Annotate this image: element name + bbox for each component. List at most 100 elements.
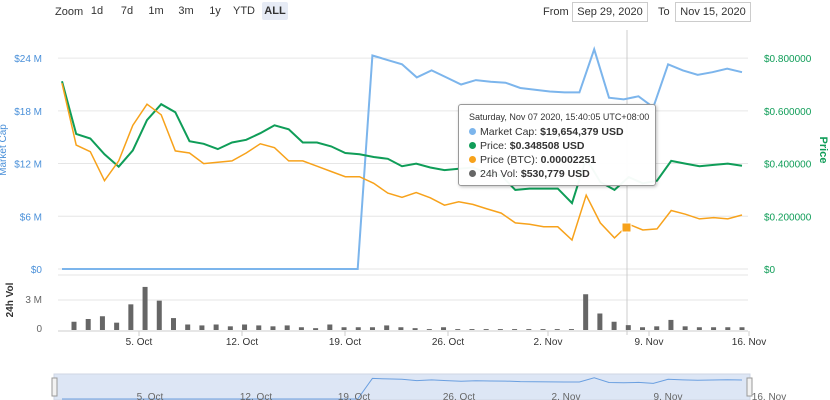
tooltip-row-value: 0.00002251 bbox=[540, 154, 597, 166]
volume-bar bbox=[483, 329, 489, 330]
volume-bar bbox=[526, 329, 532, 330]
from-label: From bbox=[543, 6, 569, 18]
from-date-input[interactable]: Sep 29, 2020 bbox=[572, 2, 648, 22]
x-tick-label: 26. Oct bbox=[432, 337, 464, 348]
zoom-button-1y[interactable]: 1y bbox=[209, 5, 221, 17]
volume-bar bbox=[725, 327, 731, 330]
volume-bar bbox=[554, 329, 560, 330]
y-left-axis-title: Market Cap bbox=[0, 124, 9, 176]
tooltip-row-value: $530,779 USD bbox=[520, 168, 590, 180]
zoom-button-1m[interactable]: 1m bbox=[148, 5, 164, 17]
tooltip-row-label: 24h Vol: bbox=[480, 168, 521, 180]
volume-bar bbox=[185, 324, 191, 330]
tooltip-row: Market Cap: $19,654,379 USD bbox=[469, 126, 624, 138]
navigator-tick-label: 9. Nov bbox=[654, 392, 683, 400]
tooltip-row: Price: $0.348508 USD bbox=[469, 140, 585, 152]
y-left-tick-label: $24 M bbox=[14, 54, 42, 65]
volume-bar bbox=[497, 329, 503, 330]
volume-bar bbox=[611, 321, 617, 330]
volume-tick-label: 3 M bbox=[25, 295, 42, 306]
volume-axis-title: 24h Vol bbox=[5, 282, 16, 317]
zoom-button-ytd[interactable]: YTD bbox=[233, 5, 255, 17]
volume-bar bbox=[313, 328, 319, 330]
volume-bar bbox=[128, 304, 134, 330]
volume-bar bbox=[227, 326, 233, 330]
y-right-tick-label: $0.800000 bbox=[764, 54, 812, 65]
tooltip-row-label: Price (BTC): bbox=[480, 154, 541, 166]
volume-bar bbox=[99, 316, 105, 330]
volume-bar bbox=[625, 325, 631, 330]
x-tick-label: 5. Oct bbox=[126, 337, 153, 348]
tooltip-header: Saturday, Nov 07 2020, 15:40:05 UTC+08:0… bbox=[469, 112, 650, 122]
x-tick-label: 19. Oct bbox=[329, 337, 361, 348]
tooltip-row-label: Price: bbox=[480, 140, 510, 152]
volume-bar bbox=[355, 327, 361, 330]
volume-bar bbox=[597, 313, 603, 330]
to-date-input[interactable]: Nov 15, 2020 bbox=[675, 2, 751, 22]
x-tick-label: 12. Oct bbox=[226, 337, 258, 348]
volume-bar bbox=[441, 327, 447, 330]
navigator-series-line bbox=[62, 377, 743, 400]
y-left-tick-label: $6 M bbox=[20, 212, 42, 223]
y-left-tick-label: $18 M bbox=[14, 107, 42, 118]
x-tick-label: 16. Nov bbox=[732, 337, 766, 348]
volume-bar bbox=[640, 327, 646, 330]
volume-bar bbox=[426, 329, 432, 330]
tooltip-row-value: $0.348508 USD bbox=[509, 140, 585, 152]
y-left-tick-label: $0 bbox=[31, 265, 43, 276]
zoom-button-7d[interactable]: 7d bbox=[120, 5, 134, 17]
y-right-tick-label: $0.200000 bbox=[764, 212, 812, 223]
volume-bar bbox=[256, 325, 262, 330]
navigator-tick-label: 16. Nov bbox=[752, 392, 786, 400]
volume-bar bbox=[469, 329, 475, 330]
zoom-button-all[interactable]: ALL bbox=[262, 2, 288, 20]
volume-bar bbox=[412, 328, 418, 330]
tooltip-row: 24h Vol: $530,779 USD bbox=[469, 168, 590, 180]
volume-bar bbox=[583, 294, 589, 330]
volume-bar bbox=[739, 327, 745, 330]
volume-bar bbox=[142, 286, 148, 330]
to-label: To bbox=[658, 6, 670, 18]
hover-point-marker bbox=[621, 222, 632, 233]
navigator-tick-label: 12. Oct bbox=[240, 392, 272, 400]
navigator-tick-label: 26. Oct bbox=[443, 392, 475, 400]
tooltip-row-label: Market Cap: bbox=[480, 126, 541, 138]
volume-bar bbox=[156, 300, 162, 330]
zoom-button-1d[interactable]: 1d bbox=[90, 5, 104, 17]
y-left-tick-label: $12 M bbox=[14, 160, 42, 171]
volume-bar bbox=[341, 327, 347, 330]
y-right-axis-title: Price bbox=[817, 137, 829, 164]
x-tick-label: 2. Nov bbox=[534, 337, 563, 348]
legend-dot-icon bbox=[469, 128, 476, 135]
volume-tick-label: 0 bbox=[36, 324, 42, 335]
volume-bar bbox=[682, 326, 688, 330]
volume-bar bbox=[384, 325, 390, 330]
legend-dot-icon bbox=[469, 156, 476, 163]
y-right-tick-label: $0.400000 bbox=[764, 160, 812, 171]
volume-bar bbox=[696, 327, 702, 330]
volume-bar bbox=[654, 326, 660, 330]
zoom-label: Zoom bbox=[55, 6, 84, 18]
zoom-button-3m[interactable]: 3m bbox=[178, 5, 194, 17]
volume-bar bbox=[114, 322, 120, 330]
volume-bar bbox=[455, 329, 461, 330]
navigator-handle-left bbox=[51, 377, 58, 397]
tooltip-row-value: $19,654,379 USD bbox=[540, 126, 624, 138]
navigator-tick-label: 2. Nov bbox=[552, 392, 581, 400]
legend-dot-icon bbox=[469, 142, 476, 149]
x-tick-label: 9. Nov bbox=[635, 337, 664, 348]
volume-bar bbox=[369, 327, 375, 330]
volume-bar bbox=[711, 327, 717, 330]
chart-tooltip: Saturday, Nov 07 2020, 15:40:05 UTC+08:0… bbox=[458, 104, 656, 186]
series-line-market-cap bbox=[62, 46, 743, 270]
volume-bar bbox=[170, 318, 176, 330]
volume-bar bbox=[540, 329, 546, 330]
navigator-tick-label: 19. Oct bbox=[338, 392, 370, 400]
volume-bar bbox=[668, 319, 674, 330]
y-right-tick-label: $0.600000 bbox=[764, 107, 812, 118]
chart-toolbar: Zoom 1d 7d 1m 3m 1y YTD ALL From Sep 29, 2020 … bbox=[0, 0, 830, 24]
volume-bar bbox=[284, 325, 290, 330]
y-right-tick-label: $0 bbox=[764, 265, 776, 276]
volume-bar bbox=[85, 319, 91, 330]
